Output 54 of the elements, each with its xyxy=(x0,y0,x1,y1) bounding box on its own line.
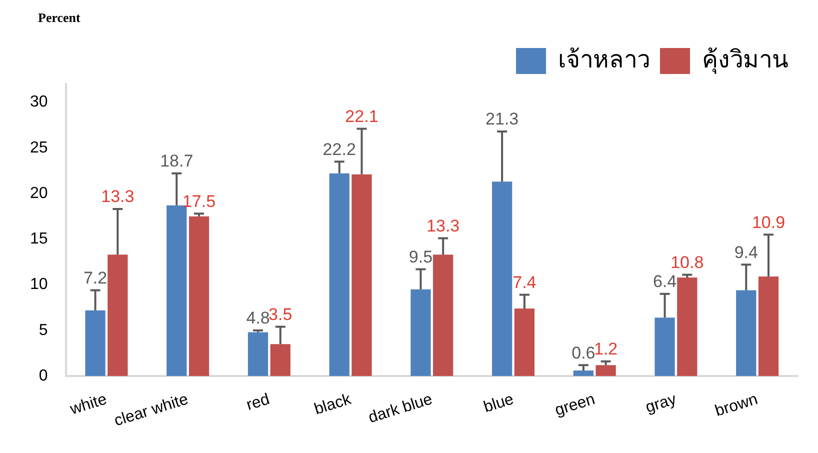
data-label: 0.6 xyxy=(572,343,596,362)
x-tick-label: blue xyxy=(482,390,516,416)
data-label: 9.5 xyxy=(408,247,433,266)
bar xyxy=(677,277,698,376)
data-label: 7.4 xyxy=(512,272,536,292)
y-tick-label: 0 xyxy=(38,367,48,384)
bar xyxy=(433,254,454,376)
bar xyxy=(573,370,594,376)
data-label: 3.5 xyxy=(268,304,292,324)
y-tick-label: 5 xyxy=(38,322,48,339)
bar xyxy=(270,344,290,376)
data-label: 17.5 xyxy=(182,192,216,211)
legend-label: เจ้าหลาว xyxy=(558,46,650,74)
data-label: 10.8 xyxy=(670,252,704,272)
bar xyxy=(596,365,616,376)
data-label: 21.3 xyxy=(486,110,519,129)
bar xyxy=(188,216,210,376)
x-tick-label: gray xyxy=(644,390,678,416)
y-tick-label: 20 xyxy=(30,184,48,202)
bar xyxy=(85,310,106,376)
x-tick-label: clear white xyxy=(112,390,190,430)
data-label: 13.3 xyxy=(426,216,460,236)
x-tick-label: dark blue xyxy=(366,390,434,427)
bar xyxy=(514,308,535,376)
x-tick-label: black xyxy=(312,390,354,418)
x-tick-label: brown xyxy=(713,390,760,420)
y-tick-label: 25 xyxy=(30,139,48,156)
bar xyxy=(329,173,350,376)
bar xyxy=(248,332,268,376)
legend-label: คุ้งวิมาน xyxy=(702,46,788,75)
y-tick-label: 10 xyxy=(30,276,48,294)
x-tick-label: green xyxy=(553,390,598,420)
bar xyxy=(492,182,512,376)
y-tick-label: 15 xyxy=(30,230,48,248)
bar xyxy=(736,290,756,376)
data-label: 13.3 xyxy=(101,187,134,206)
data-label: 4.8 xyxy=(246,308,270,328)
data-label: 22.1 xyxy=(345,106,378,126)
bar xyxy=(352,174,372,376)
data-label: 6.4 xyxy=(652,272,677,292)
x-tick-label: red xyxy=(244,390,272,414)
y-tick-label: 30 xyxy=(30,94,48,111)
data-label: 18.7 xyxy=(160,152,194,171)
y-axis-title: Percent xyxy=(38,10,80,26)
data-label: 22.2 xyxy=(322,140,356,159)
data-label: 10.9 xyxy=(752,212,786,232)
x-tick-label: white xyxy=(67,390,110,419)
data-label: 1.2 xyxy=(594,340,618,359)
data-label: 7.2 xyxy=(83,268,108,288)
bar xyxy=(654,318,675,376)
data-label: 9.4 xyxy=(734,242,758,262)
bar xyxy=(758,276,779,376)
bar xyxy=(108,254,128,376)
bar xyxy=(410,289,431,376)
